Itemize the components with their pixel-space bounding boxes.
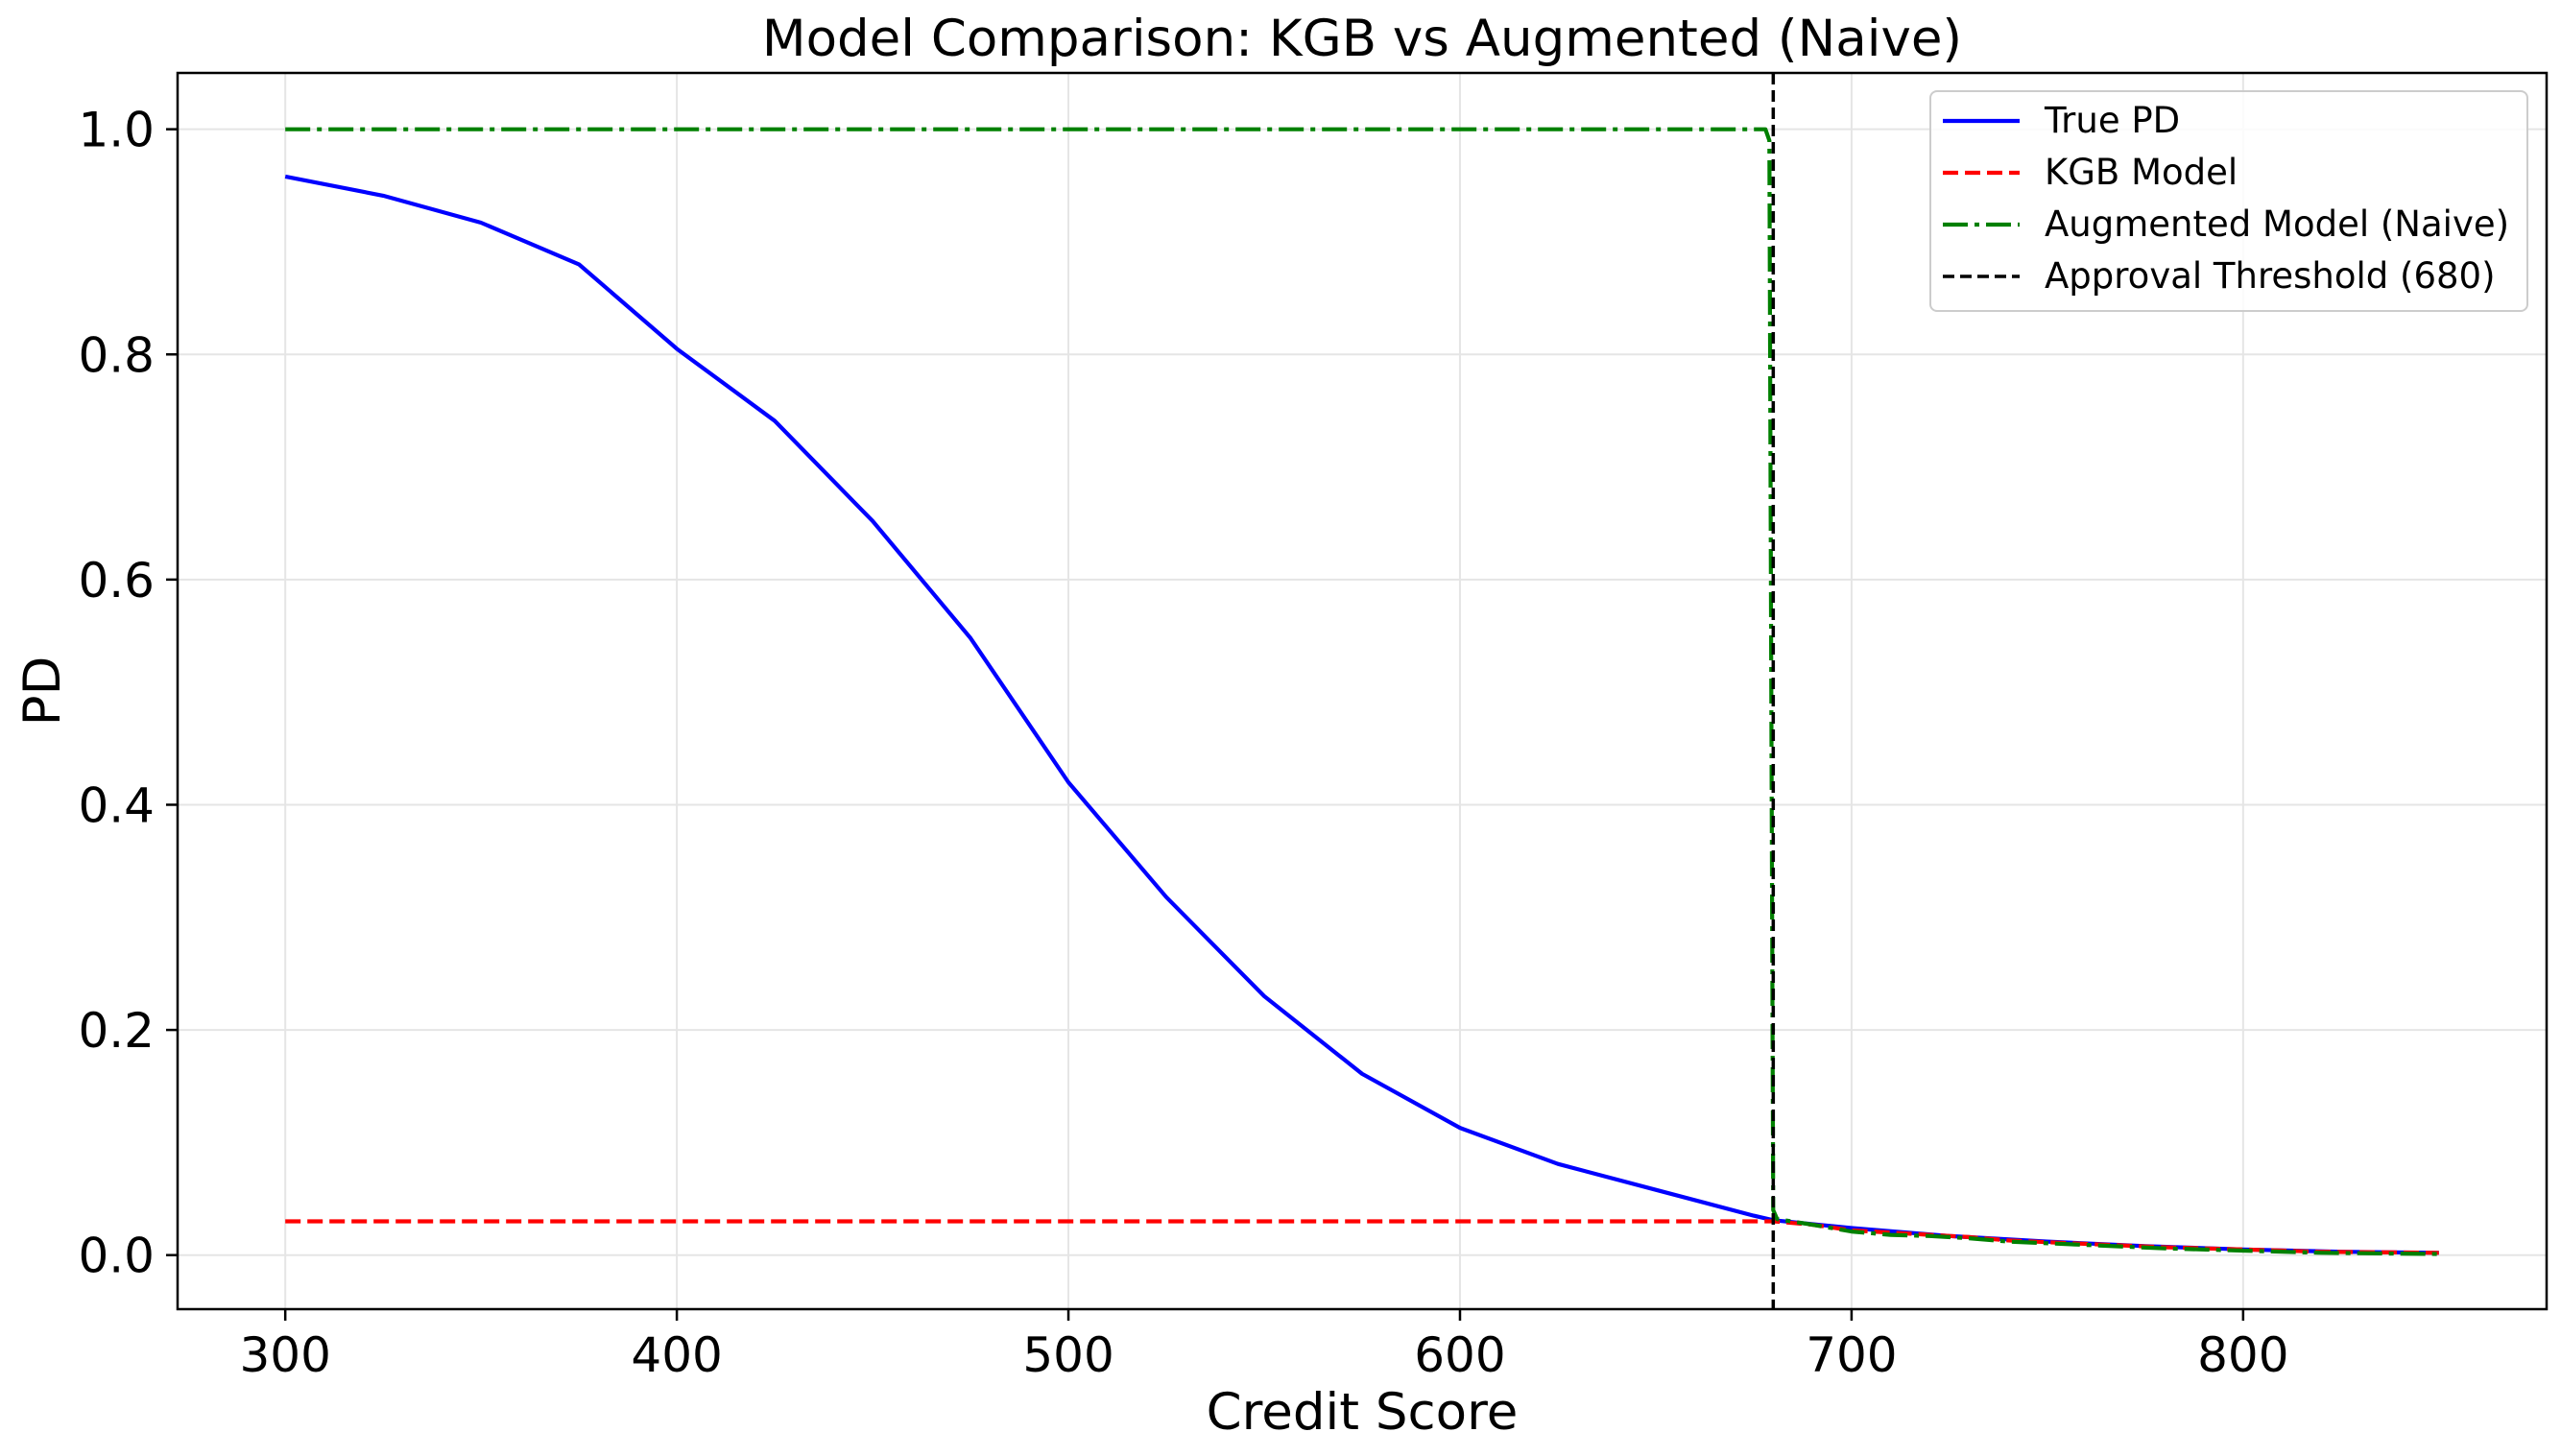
y-tick-label: 0.0 <box>78 1229 155 1284</box>
x-tick-label: 300 <box>239 1327 330 1383</box>
legend-label-augmented-model: Augmented Model (Naive) <box>2045 203 2509 245</box>
axis-ticks: 300 400 500 600 700 800 0.0 0.2 0.4 0.6 0.8 1.0 <box>78 103 2288 1383</box>
series-line-true-pd <box>284 174 2439 1255</box>
legend-frame <box>1929 90 2528 312</box>
y-axis-label: PD <box>13 656 72 727</box>
chart-title: Model Comparison: KGB vs Augmented (Naiv… <box>762 10 1962 68</box>
x-tick-label: 700 <box>1806 1327 1897 1383</box>
y-tick-label: 0.2 <box>78 1003 155 1059</box>
legend-label-true-pd: True PD <box>2044 100 2180 141</box>
x-tick-label: 800 <box>2197 1327 2288 1383</box>
y-tick-label: 0.6 <box>78 553 155 609</box>
legend-label-approval-threshold: Approval Threshold (680) <box>2045 255 2496 297</box>
series-line-augmented-model-naive <box>285 127 2439 1256</box>
x-axis-label: Credit Score <box>1207 1383 1519 1442</box>
legend: True PD KGB Model Augmented Model (Naive… <box>1929 90 2528 312</box>
x-tick-label: 500 <box>1022 1327 1113 1383</box>
series-lines <box>284 73 2439 1309</box>
x-tick-label: 600 <box>1414 1327 1505 1383</box>
series-line-kgb-model <box>285 1219 2439 1255</box>
y-tick-label: 0.4 <box>78 777 155 833</box>
x-tick-label: 400 <box>631 1327 722 1383</box>
y-tick-label: 1.0 <box>78 103 155 158</box>
y-tick-label: 0.8 <box>78 327 155 383</box>
legend-label-kgb-model: KGB Model <box>2045 152 2238 193</box>
plot-frame <box>176 71 2549 1311</box>
